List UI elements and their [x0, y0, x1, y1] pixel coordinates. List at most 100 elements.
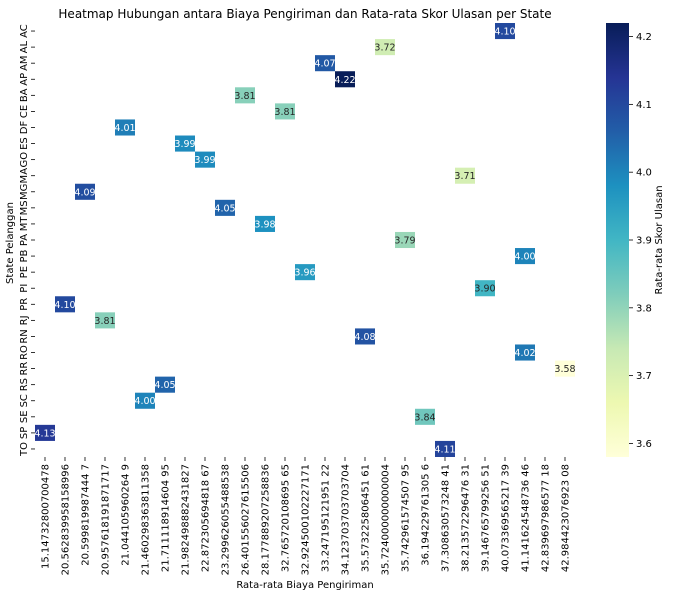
y-tick-label-rj: RJ — [19, 315, 30, 325]
y-tick-label-pe: PE — [19, 266, 30, 278]
cell-value-label: 3.81 — [274, 107, 295, 118]
chart-title: Heatmap Hubungan antara Biaya Pengiriman… — [58, 7, 551, 21]
y-tick-label-ap: AP — [19, 73, 30, 86]
heatmap-cell-sc — [135, 392, 155, 409]
y-tick-label-al: AL — [19, 40, 30, 53]
cell-value-label: 3.84 — [414, 412, 435, 423]
y-axis-label: State Pelanggan — [5, 202, 16, 284]
y-tick-label-mt: MT — [19, 216, 30, 232]
x-tick-label: 33.247195121951 22 — [321, 464, 332, 572]
x-tick-label: 42.984423076923 08 — [561, 464, 572, 572]
y-tick-label-sc: SC — [19, 394, 30, 407]
y-tick-label-ce: CE — [19, 105, 30, 118]
colorbar-tick-label: 3.7 — [636, 371, 652, 382]
cell-value-label: 4.10 — [494, 27, 515, 38]
y-tick-label-pr: PR — [19, 298, 30, 311]
x-tick-label: 35.742961574507 95 — [401, 464, 412, 572]
heatmap-cell-sp — [35, 424, 55, 441]
colorbar-tick-label: 3.6 — [636, 439, 652, 450]
cell-value-label: 4.00 — [514, 252, 535, 263]
cell-value-label: 3.81 — [94, 316, 115, 327]
heatmap-cell-se — [415, 408, 435, 425]
x-tick-label: 37.308630573248 41 — [441, 464, 452, 572]
heatmap-cell-rj — [95, 312, 115, 329]
y-tick-label-pa: PA — [19, 234, 30, 246]
heatmap-cells: 4.10 3.72 4.07 4.22 3.81 3.81 4.01 3.99 3.99 3.71… — [34, 23, 576, 457]
heatmap-cell-rs — [155, 376, 175, 393]
cell-value-label: 4.05 — [154, 380, 175, 391]
cell-value-label: 4.08 — [354, 332, 375, 343]
heatmap-cell-ro — [515, 344, 535, 361]
heatmap-cell-am — [315, 55, 335, 72]
x-tick-label: 26.401556027615506 — [241, 464, 252, 575]
colorbar: 3.6 3.7 3.8 3.9 4.0 4.1 4.2 — [606, 23, 652, 457]
colorbar-tick-label: 3.8 — [636, 303, 652, 314]
heatmap-cell-pb — [515, 248, 535, 265]
y-tick-label-es: ES — [19, 137, 30, 150]
colorbar-label: Rata-rata Skor Ulasan — [654, 185, 665, 294]
heatmap-cell-pa — [395, 231, 415, 249]
x-tick-label: 41.141624548736 46 — [521, 464, 532, 572]
x-tick-label: 15.14732800700478 — [41, 464, 52, 569]
colorbar-tick-label: 4.1 — [636, 100, 652, 111]
x-tick-label: 36.194229761305 6 — [421, 464, 432, 566]
cell-value-label: 3.99 — [194, 155, 215, 166]
cell-value-label: 4.02 — [514, 348, 535, 359]
x-axis-label: Rata-rata Biaya Pengiriman — [236, 580, 373, 591]
cell-value-label: 4.09 — [74, 187, 95, 198]
x-tick-label: 23.299626055488538 — [221, 464, 232, 575]
cell-value-label: 3.81 — [234, 91, 255, 102]
y-tick-label-rs: RS — [19, 378, 30, 391]
x-tick-label: 20.562839958158996 — [61, 464, 72, 575]
colorbar-tick-label: 3.9 — [636, 236, 652, 247]
heatmap-cell-rn — [355, 328, 375, 345]
x-tick-label: 38.213572296476 31 — [461, 464, 472, 572]
heatmap-cell-go — [195, 151, 215, 168]
cell-value-label: 3.98 — [254, 219, 275, 230]
cell-value-label: 4.00 — [134, 396, 155, 407]
y-tick-label-ba: BA — [19, 88, 30, 102]
cell-value-label: 4.07 — [314, 59, 335, 70]
x-tick-label: 32.765720108695 65 — [281, 464, 292, 572]
y-tick-label-df: DF — [19, 121, 30, 135]
heatmap-cell-ac — [495, 23, 515, 40]
y-tick-label-go: GO — [19, 152, 30, 168]
y-tick-label-to: TO — [19, 442, 30, 457]
heatmap-cell-ap — [335, 71, 355, 88]
heatmap-cell-to — [435, 440, 455, 457]
heatmap-cell-pe — [295, 264, 315, 281]
x-tick-label: 20.957618191871717 — [101, 464, 112, 575]
y-tick-label-rr: RR — [19, 362, 30, 376]
cell-value-label: 3.90 — [474, 284, 495, 295]
x-tick-label: 42.839697986577 18 — [541, 464, 552, 572]
heatmap-cell-ce — [275, 103, 295, 120]
cell-value-label: 3.71 — [454, 171, 475, 182]
x-axis-ticks: 15.14732800700478 20.562839958158996 20.59… — [41, 457, 572, 575]
x-tick-label: 21.711118914604 95 — [161, 464, 172, 572]
heatmap-cell-es — [175, 135, 195, 152]
cell-value-label: 3.72 — [374, 43, 395, 54]
cell-value-label: 4.11 — [434, 444, 455, 455]
heatmap-cell-pr — [55, 296, 75, 313]
heatmap-cell-ms — [215, 199, 235, 216]
heatmap-cell-rr — [555, 360, 575, 377]
cell-value-label: 4.05 — [214, 203, 235, 214]
heatmap-cell-mg — [75, 183, 95, 200]
heatmap-cell-ma — [455, 167, 475, 184]
x-tick-label: 28.177889207258836 — [261, 464, 272, 575]
cell-value-label: 3.58 — [554, 364, 575, 375]
cell-value-label: 4.13 — [34, 428, 55, 439]
y-tick-label-sp: SP — [19, 427, 30, 439]
cell-value-label: 4.01 — [114, 123, 135, 134]
x-tick-label: 20.599819987444 7 — [81, 464, 92, 566]
x-tick-label: 32.924500102227171 — [301, 464, 312, 575]
x-tick-label: 21.460298363811358 — [141, 464, 152, 575]
heatmap-cell-al — [375, 39, 395, 56]
y-tick-label-am: AM — [19, 55, 30, 70]
colorbar-gradient — [606, 23, 629, 457]
heatmap-cell-pi — [475, 280, 495, 297]
heatmap-cell-ba — [235, 87, 255, 104]
